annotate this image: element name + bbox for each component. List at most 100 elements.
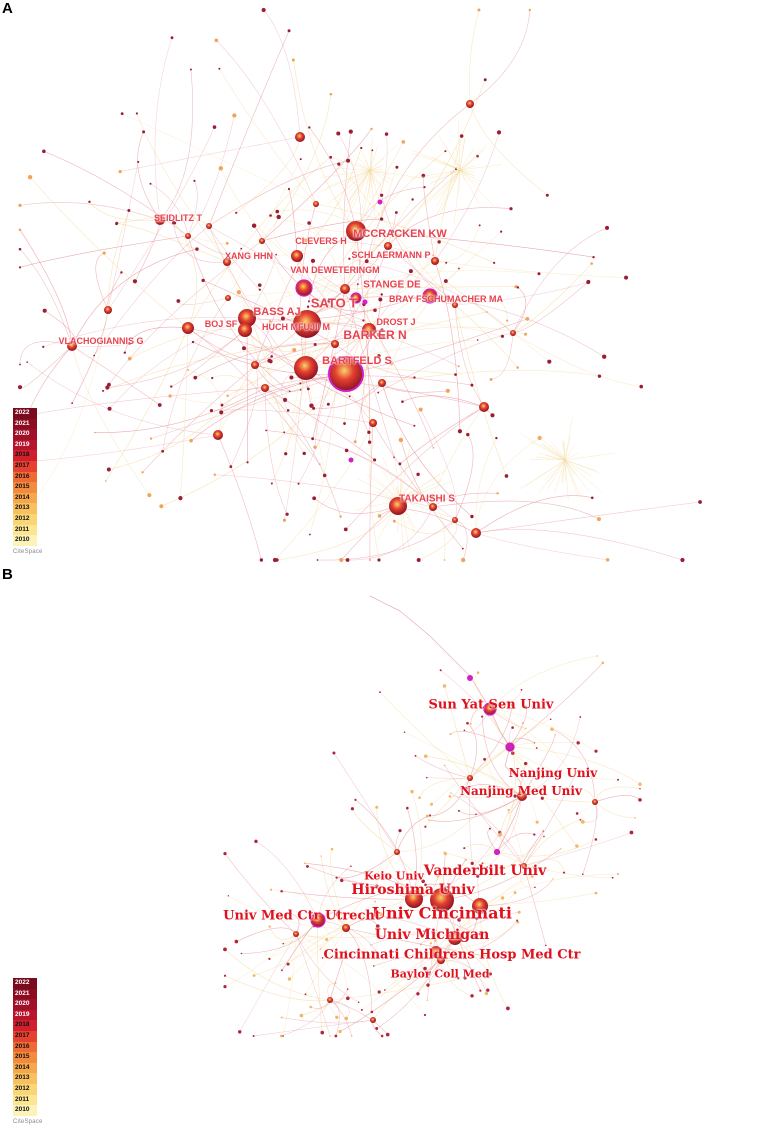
network-node [120,112,124,116]
network-edge [320,851,398,950]
network-node [299,389,302,391]
network-edge [564,459,567,481]
network-edge [304,862,443,901]
network-node [478,224,481,227]
network-node [445,261,448,264]
network-edge [129,328,246,359]
network-node [425,776,428,779]
network-edge [254,364,301,392]
node-label: STANGE DE [363,279,421,291]
network-edge [369,595,401,612]
network-node [307,221,311,225]
network-node [353,440,357,444]
network-edge [435,892,516,953]
network-edge [19,202,161,221]
network-node [534,886,536,889]
network-node [384,989,386,991]
network-edge [509,746,578,847]
network-edge [582,801,599,823]
network-node [601,354,607,359]
network-node [272,557,278,563]
legend-year: 2014 [13,1062,37,1074]
network-edge [469,9,531,105]
network-node [303,862,306,865]
network-node [252,974,256,977]
network-edge [376,959,442,1029]
network-node [473,934,478,939]
network-node [375,924,380,929]
network-edge [338,133,362,299]
network-node [476,154,479,158]
network-node [18,203,22,207]
network-edge [366,167,398,331]
node-label: Univ Med Ctr Utrecht [223,908,381,924]
network-edge [455,145,461,171]
network-edge [399,494,438,501]
network-node [489,378,493,381]
network-edge [443,143,461,171]
network-node [375,1026,379,1030]
network-node [287,29,291,33]
network-hub-node [182,322,194,334]
network-node [288,912,292,916]
network-edge [432,492,498,508]
network-node [319,948,322,950]
network-edge [411,149,461,171]
network-node [157,403,162,407]
network-edge [94,387,266,433]
network-node [605,558,610,562]
network-node [411,198,414,201]
node-label: BOJ SF [204,319,238,329]
network-edge [328,296,456,306]
network-node [560,848,562,850]
node-label: Baylor Coll Med [390,967,490,981]
network-edge [469,777,516,797]
network-node [377,990,381,994]
network-hub-node [389,497,407,515]
network-node [229,465,233,469]
node-label: Univ Michigan [374,927,490,943]
network-edge [124,326,189,353]
network-node [128,342,131,345]
network-edge [545,455,566,461]
network-edge [561,439,566,461]
network-edge [295,933,331,1037]
network-edge [479,905,509,1009]
network-hub-node [294,356,318,380]
network-edge [289,927,347,980]
network-edge [264,387,288,515]
node-label: Nanjing Univ [508,766,598,780]
network-edge [379,691,471,779]
network-node [308,533,311,536]
legend-year: 2021 [13,988,37,1000]
network-edge [496,839,597,857]
network-edge [305,212,397,369]
network-edge [399,481,451,501]
network-edge [314,329,370,448]
network-node [424,825,427,828]
network-node [516,366,519,369]
network-node [594,838,598,841]
network-edge [187,235,290,392]
network-edge [195,343,336,378]
network-node [443,851,448,856]
network-edge [441,899,481,991]
network-node [391,230,395,234]
network-node [142,130,146,134]
legend-year: 2017 [13,1030,37,1042]
node-label: Sun Yat Sen Univ [428,697,554,713]
network-edge [564,459,579,498]
network-node [236,290,241,295]
network-node [500,230,503,233]
network-edge [293,59,357,232]
network-node [285,512,289,516]
network-node [453,868,456,871]
network-hub-node [293,931,299,937]
network-node [373,308,377,313]
network-node [311,437,315,441]
network-node [457,365,460,368]
network-node [513,891,517,895]
network-edge [108,364,256,470]
network-edge [410,169,461,179]
legend-year: 2021 [13,418,37,430]
